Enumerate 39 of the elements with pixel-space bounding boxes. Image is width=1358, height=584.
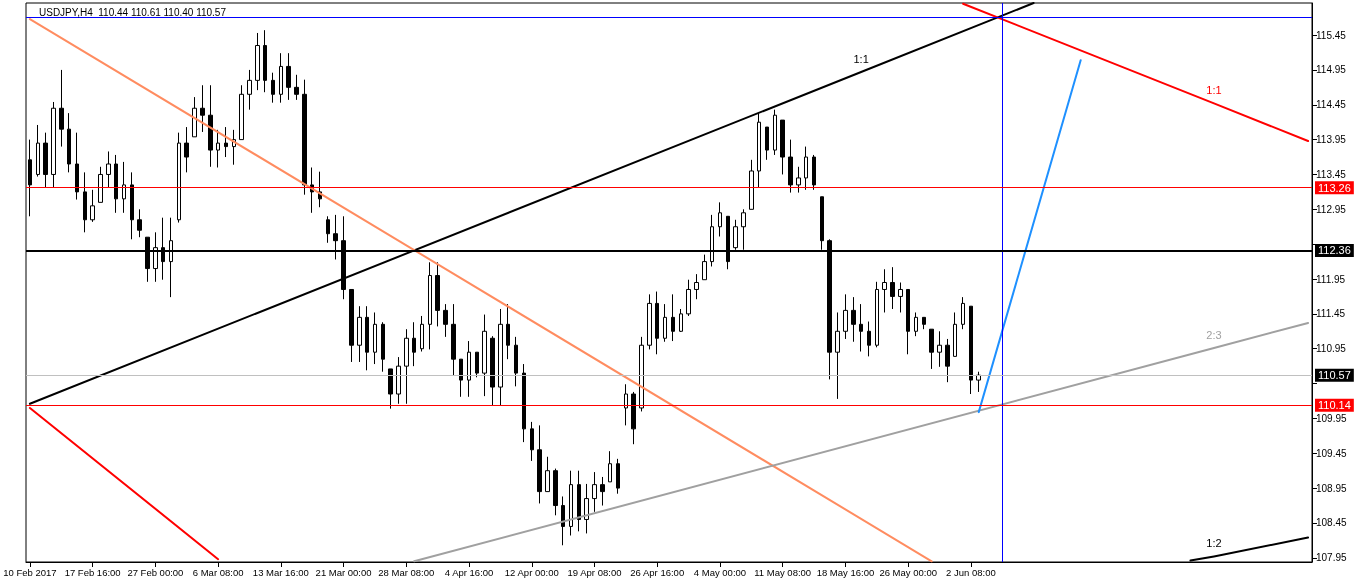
x-tick-label: 28 Mar 08:00 (378, 566, 435, 578)
y-tick-label: 109.95 (1316, 412, 1348, 424)
y-tick-label: 114.45 (1316, 99, 1347, 111)
x-tick-label: 26 Apr 16:00 (630, 566, 685, 578)
x-tick-label: 13 Mar 16:00 (252, 566, 309, 578)
y-tick-label: 111.95 (1316, 273, 1346, 285)
y-tick-label: 115.45 (1316, 29, 1347, 41)
y-tick-label: 111.45 (1316, 308, 1346, 320)
x-tick-label: 10 Feb 2017 (3, 566, 57, 578)
y-tick-label: 113.95 (1316, 134, 1347, 146)
y-tick-label: 110.95 (1316, 343, 1347, 355)
y-tick-label: 109.45 (1316, 447, 1348, 459)
x-tick-label: 18 May 16:00 (816, 566, 875, 578)
x-tick-label: 2 Jun 08:00 (946, 566, 996, 578)
x-tick-label: 6 Mar 08:00 (192, 566, 244, 578)
x-tick-label: 17 Feb 16:00 (64, 566, 121, 578)
chart-title: USDJPY,H4 110.44 110.61 110.40 110.57 (39, 6, 227, 18)
x-tick-label: 12 Apr 00:00 (504, 566, 559, 578)
x-tick-label: 4 Apr 16:00 (444, 566, 494, 578)
x-tick-label: 26 May 00:00 (879, 566, 937, 578)
y-tick-label: 107.95 (1316, 552, 1348, 564)
ref-line-label: 110.14 (1318, 399, 1351, 412)
series-label: 2:3 (1206, 328, 1222, 341)
ref-line-label: 110.57 (1318, 369, 1351, 382)
x-tick-label: 27 Feb 00:00 (127, 566, 184, 578)
y-tick-label: 113.45 (1316, 168, 1347, 180)
x-tick-label: 4 May 00:00 (693, 566, 747, 578)
series-label: 1:2 (1206, 536, 1222, 549)
y-tick-label: 108.95 (1316, 482, 1348, 494)
x-tick-label: 19 Apr 08:00 (567, 566, 622, 578)
ref-line-label: 112.36 (1318, 244, 1351, 257)
y-tick-label: 112.95 (1316, 203, 1347, 215)
series-label: 1:1 (1206, 83, 1222, 96)
y-tick-label: 114.95 (1316, 64, 1347, 76)
ref-line-label: 113.26 (1318, 181, 1351, 194)
series-label: 1:1 (853, 52, 869, 65)
y-tick-label: 108.45 (1316, 517, 1348, 529)
x-tick-label: 11 May 08:00 (754, 566, 812, 578)
x-tick-label: 21 Mar 00:00 (315, 566, 372, 578)
